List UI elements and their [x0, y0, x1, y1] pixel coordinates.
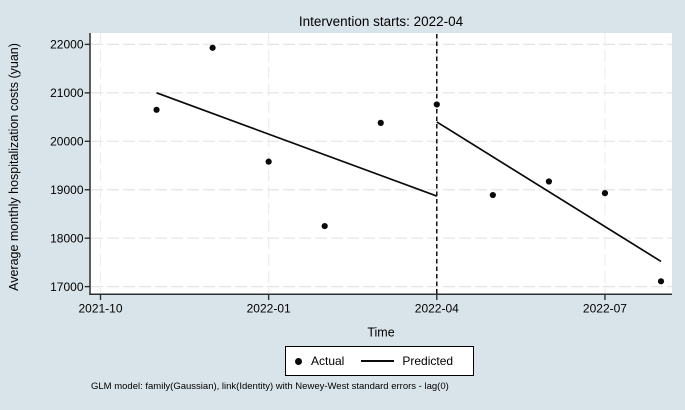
x-tick-label: 2021-10 [78, 302, 122, 316]
actual-point [377, 119, 384, 126]
actual-point [489, 191, 496, 199]
y-tick-label: 17000 [50, 280, 84, 294]
y-tick-label: 19000 [50, 183, 84, 197]
model-note: GLM model: family(Gaussian), link(Identi… [91, 381, 449, 392]
legend-line-marker-icon [361, 360, 395, 362]
actual-point [601, 190, 609, 197]
predicted-line [156, 92, 438, 197]
y-axis-title: Average monthly hospitalization costs (y… [7, 43, 21, 291]
actual-point [321, 222, 328, 230]
legend-predicted-label: Predicted [402, 354, 454, 368]
predicted-line [436, 121, 662, 263]
actual-point [657, 278, 665, 285]
x-tick-label: 2022-01 [247, 302, 291, 316]
legend-actual-label: Actual [311, 354, 345, 368]
legend: Actual Predicted [285, 346, 474, 376]
legend-dot-marker-icon [295, 357, 302, 365]
actual-point [265, 158, 272, 165]
x-tick-label: 2022-07 [583, 302, 627, 316]
y-tick-label: 21000 [50, 86, 84, 100]
plot-background [90, 33, 673, 294]
actual-point [433, 101, 440, 108]
x-tick-label: 2022-04 [415, 302, 459, 316]
x-axis-title: Time [367, 326, 394, 340]
chart-title: Intervention starts: 2022-04 [299, 14, 464, 29]
actual-point [209, 44, 216, 51]
y-tick-label: 18000 [50, 231, 84, 245]
actual-point [153, 106, 160, 113]
actual-point [545, 178, 553, 185]
y-tick-label: 20000 [50, 134, 84, 148]
y-tick-label: 22000 [50, 38, 84, 52]
